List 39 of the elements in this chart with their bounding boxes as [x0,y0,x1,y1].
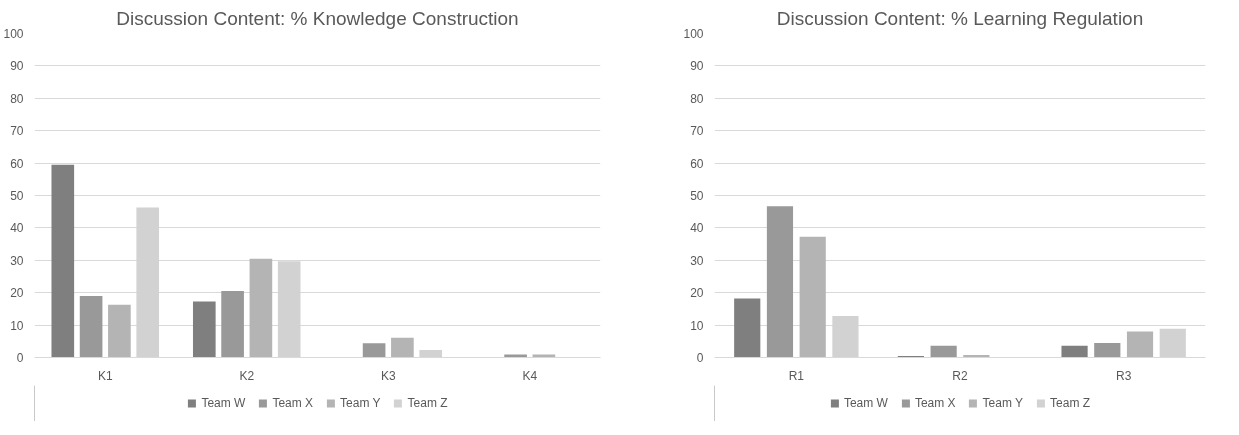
legend-label: Team X [914,396,956,410]
y-tick-label: 0 [696,351,704,365]
legend-label: Team Z [1050,396,1091,410]
y-tick-label: 60 [690,156,704,171]
y-tick-label: 0 [16,351,24,365]
x-tick-label: R2 [952,368,968,383]
x-tick-label: R1 [788,368,805,383]
y-tick-label: 70 [10,124,24,139]
legend-label: Team W [201,396,246,410]
x-tick-label: R3 [1116,368,1132,383]
y-tick-label: 20 [10,286,24,301]
y-tick-label: 40 [690,221,704,236]
chart-title: Discussion Content: % Knowledge Construction [116,7,519,29]
y-tick-label: 100 [3,27,24,41]
y-tick-label: 60 [10,156,24,171]
y-tick-label: 40 [10,221,24,236]
y-tick-label: 70 [690,124,704,139]
y-tick-label: 50 [690,189,704,203]
legend-label: Team X [272,396,314,410]
legend-label: Team Y [340,396,381,410]
legend-label: Team W [843,396,888,410]
y-tick-label: 20 [690,286,704,301]
y-tick-label: 30 [10,253,24,268]
y-tick-label: 10 [690,318,704,333]
y-tick-label: 90 [690,59,704,74]
chart-title: Discussion Content: % Learning Regulation [776,7,1144,29]
y-tick-label: 80 [10,91,24,106]
x-tick-label: K3 [380,368,396,383]
y-tick-label: 10 [10,318,24,333]
x-tick-label: K1 [97,368,113,383]
y-tick-label: 50 [10,189,24,203]
x-tick-label: K2 [239,368,255,383]
y-tick-label: 80 [690,91,704,106]
y-tick-label: 90 [10,59,24,74]
y-tick-label: 100 [683,27,704,41]
x-tick-label: K4 [522,368,538,383]
legend-label: Team Y [982,396,1024,410]
y-tick-label: 30 [690,253,704,268]
legend-label: Team Z [407,396,448,410]
